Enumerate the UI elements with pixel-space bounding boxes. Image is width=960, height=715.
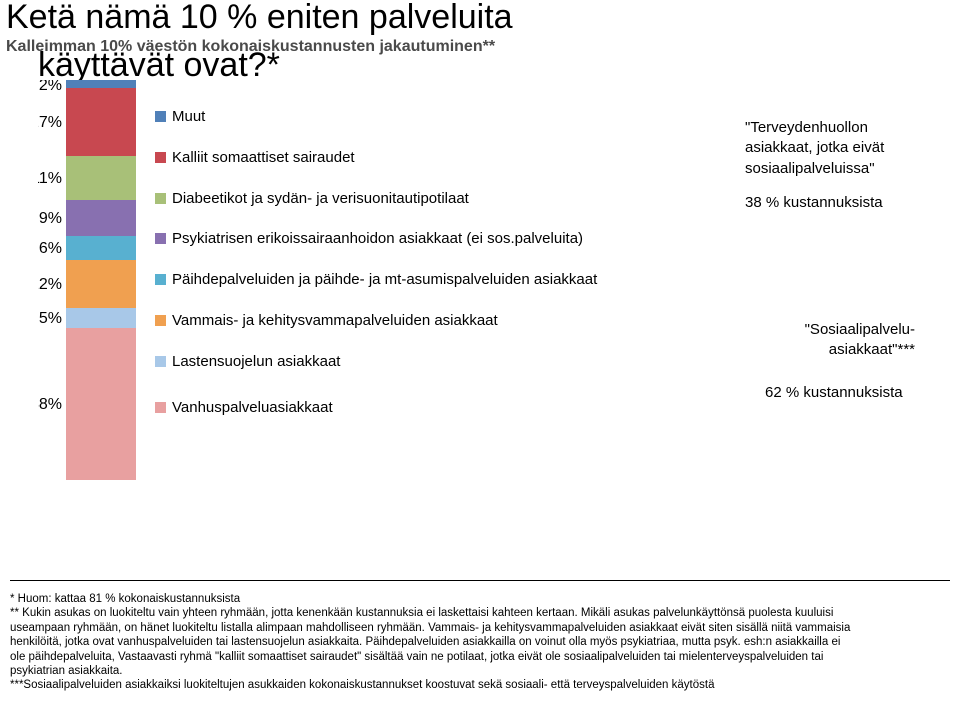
legend-item-2: Diabeetikot ja sydän- ja verisuonitautip… — [155, 190, 615, 209]
legend-label-3: Psykiatrisen erikoissairaanhoidon asiakk… — [172, 230, 583, 249]
annotation-health-clients: "Terveydenhuollon asiakkaat, jotka eivät… — [745, 118, 884, 213]
bar-segment-7 — [66, 328, 136, 480]
annotation-social-clients: "Sosiaalipalvelu- asiakkaat"*** 62 % kus… — [745, 320, 915, 403]
legend-item-1: Kalliit somaattiset sairaudet — [155, 149, 615, 168]
legend-item-7: Vanhuspalveluasiakkaat — [155, 399, 615, 418]
legend-swatch-7 — [155, 402, 166, 413]
annotation-health-line1: "Terveydenhuollon — [745, 118, 884, 138]
footnote-line6: psykiatrian asiakkaita. — [10, 664, 950, 678]
legend-item-5: Vammais- ja kehitysvammapalveluiden asia… — [155, 312, 615, 331]
bar-segment-label-2: 11% — [38, 170, 62, 187]
legend-swatch-2 — [155, 193, 166, 204]
annotation-social-line1: "Sosiaalipalvelu- — [745, 320, 915, 340]
bar-segment-label-5: 12% — [38, 276, 62, 293]
bar-segment-3 — [66, 200, 136, 236]
legend-item-4: Päihdepalveluiden ja päihde- ja mt-asumi… — [155, 271, 615, 290]
legend-swatch-6 — [155, 356, 166, 367]
footnote-line4: henkilöitä, jotka ovat vanhuspalveluiden… — [10, 635, 950, 649]
legend-swatch-0 — [155, 111, 166, 122]
legend-label-0: Muut — [172, 108, 205, 127]
annotation-social-stat: 62 % kustannuksista — [765, 383, 915, 403]
legend-label-2: Diabeetikot ja sydän- ja verisuonitautip… — [172, 190, 469, 209]
annotation-social-line2: asiakkaat"*** — [745, 340, 915, 360]
bar-segment-4 — [66, 236, 136, 260]
annotation-health-stat: 38 % kustannuksista — [745, 193, 884, 213]
bar-segment-label-4: 6% — [39, 240, 62, 257]
footnote-line3: useampaan ryhmään, on hänet luokiteltu l… — [10, 621, 950, 635]
stacked-bar-chart: 2% 17% 11% 9% 6% 12% 5% 38% — [38, 80, 138, 500]
footnotes: * Huom: kattaa 81 % kokonaiskustannuksis… — [10, 592, 950, 693]
bar-segment-label-6: 5% — [39, 310, 62, 327]
bar-segment-0 — [66, 80, 136, 88]
bar-segment-label-0: 2% — [39, 80, 62, 94]
footnote-line1: * Huom: kattaa 81 % kokonaiskustannuksis… — [10, 592, 950, 606]
page-title-line2: käyttävät ovat?* — [38, 48, 280, 84]
bar-segment-2 — [66, 156, 136, 200]
legend-swatch-3 — [155, 233, 166, 244]
legend-swatch-5 — [155, 315, 166, 326]
annotation-health-line3: sosiaalipalveluissa" — [745, 159, 884, 179]
footnote-line7: ***Sosiaalipalveluiden asiakkaiksi luoki… — [10, 678, 950, 692]
page-title-line1: Ketä nämä 10 % eniten palveluita — [6, 0, 513, 36]
bar-segment-5 — [66, 260, 136, 308]
legend-label-4: Päihdepalveluiden ja päihde- ja mt-asumi… — [172, 271, 597, 290]
legend-label-7: Vanhuspalveluasiakkaat — [172, 399, 333, 418]
bar-segment-label-7: 38% — [38, 396, 62, 413]
bar-segment-1 — [66, 88, 136, 156]
bar-segment-6 — [66, 308, 136, 328]
legend-swatch-4 — [155, 274, 166, 285]
bar-segment-label-1: 17% — [38, 114, 62, 131]
legend: Muut Kalliit somaattiset sairaudet Diabeet… — [155, 108, 615, 440]
bar-segment-label-3: 9% — [39, 210, 62, 227]
legend-label-5: Vammais- ja kehitysvammapalveluiden asia… — [172, 312, 498, 331]
legend-swatch-1 — [155, 152, 166, 163]
footnote-line2: ** Kukin asukas on luokiteltu vain yhtee… — [10, 606, 950, 620]
footnote-line5: ole päihdepalveluita, Vastaavasti ryhmä … — [10, 650, 950, 664]
legend-label-6: Lastensuojelun asiakkaat — [172, 353, 340, 372]
legend-item-0: Muut — [155, 108, 615, 127]
legend-label-1: Kalliit somaattiset sairaudet — [172, 149, 355, 168]
annotation-health-line2: asiakkaat, jotka eivät — [745, 138, 884, 158]
legend-item-3: Psykiatrisen erikoissairaanhoidon asiakk… — [155, 230, 615, 249]
footnote-divider — [10, 580, 950, 581]
legend-item-6: Lastensuojelun asiakkaat — [155, 353, 615, 372]
